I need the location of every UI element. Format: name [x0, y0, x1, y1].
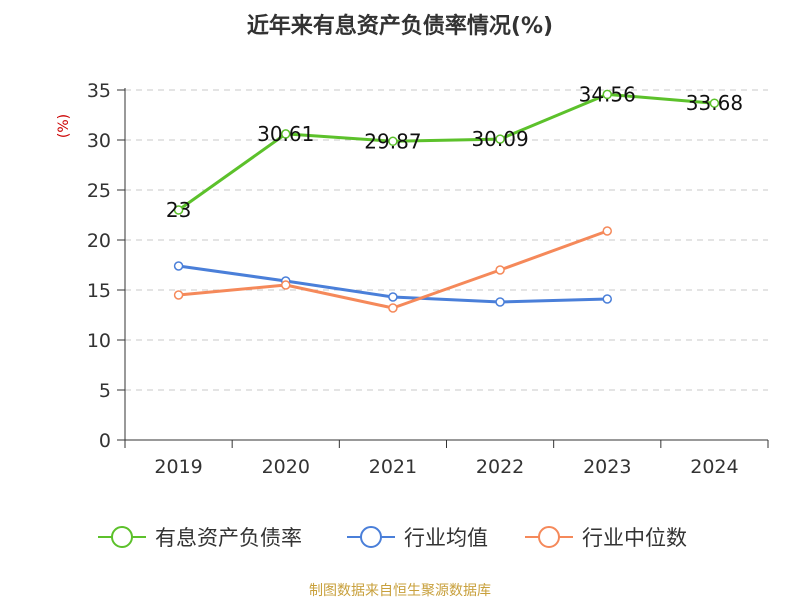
x-tick-label: 2021: [369, 456, 417, 478]
y-tick-label: 10: [87, 330, 111, 352]
legend-marker: [360, 526, 382, 548]
data-point: [173, 205, 184, 215]
data-point: [281, 280, 291, 290]
y-tick-label: 30: [87, 130, 111, 152]
legend-item-2[interactable]: 行业中位数: [525, 526, 687, 550]
x-tick-label: 2023: [583, 456, 631, 478]
y-tick-label: 35: [87, 80, 111, 102]
source-note: 制图数据来自恒生聚源数据库: [309, 583, 491, 599]
data-point: [602, 294, 612, 304]
data-point: [495, 297, 505, 307]
series-group: 23 30.61 29.87 30.09 34.56 33.68: [166, 82, 743, 313]
data-point: [495, 265, 505, 275]
legend-marker: [111, 526, 133, 548]
legend-label: 行业均值: [404, 526, 488, 550]
data-point: [388, 136, 398, 147]
data-point: [173, 261, 184, 271]
legend[interactable]: 有息资产负债率 行业均值 行业中位数: [98, 526, 687, 550]
y-tick-label: 0: [99, 430, 111, 452]
data-point: [388, 292, 398, 302]
data-label: 30.61: [257, 122, 314, 146]
axes: 0 5 10 15 20 25 30 35 2019 2020 2021 2022 2023 2024: [87, 80, 769, 478]
x-tick-label: 2024: [690, 456, 738, 478]
x-tick-label: 2020: [262, 456, 310, 478]
y-tick-label: 25: [87, 180, 111, 202]
legend-item-1[interactable]: 行业均值: [347, 526, 488, 550]
legend-label: 有息资产负债率: [155, 526, 302, 550]
y-tick-label: 15: [87, 280, 111, 302]
y-tick-label: 5: [99, 380, 111, 402]
data-point: [281, 129, 291, 139]
legend-item-0[interactable]: 有息资产负债率: [98, 526, 302, 550]
data-label: 29.87: [364, 129, 421, 153]
data-point: [173, 290, 184, 300]
series-line-0: [177, 92, 715, 212]
x-tick-label: 2022: [476, 456, 524, 478]
data-label: 23: [166, 198, 191, 222]
data-label: 33.68: [686, 91, 743, 115]
legend-label: 行业中位数: [582, 526, 687, 550]
legend-marker: [538, 526, 560, 548]
data-point: [602, 226, 612, 236]
data-label: 34.56: [579, 82, 636, 106]
y-axis-label: (%): [56, 114, 72, 138]
data-point: [709, 98, 720, 108]
data-label: 30.09: [471, 127, 528, 151]
y-tick-label: 20: [87, 230, 111, 252]
grid-lines: [125, 89, 768, 391]
data-point: [495, 134, 505, 144]
chart-title: 近年来有息资产负债率情况(%): [247, 13, 553, 39]
data-point: [602, 89, 612, 100]
data-point: [388, 303, 398, 313]
x-tick-label: 2019: [154, 456, 202, 478]
